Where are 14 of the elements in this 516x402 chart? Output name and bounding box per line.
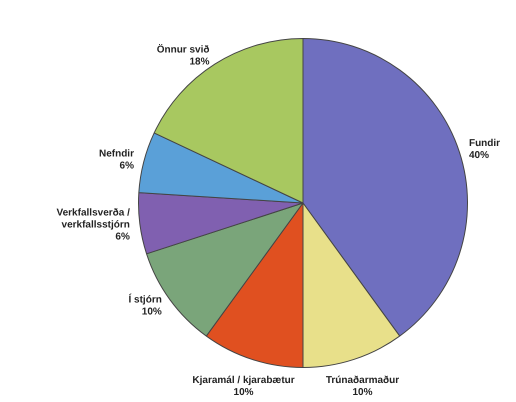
data-label: 6% xyxy=(115,232,130,243)
slice-label: Nefndir xyxy=(98,148,134,160)
data-label: 10% xyxy=(352,386,373,398)
slice-label: Í stjórn xyxy=(128,293,162,306)
slice-label: Fundir xyxy=(468,138,500,149)
data-label: 18% xyxy=(189,56,210,68)
slice-label: Kjaramál / kjarabætur xyxy=(192,374,295,386)
data-label: 40% xyxy=(468,150,490,161)
slice-label: Trúnaðarmaður xyxy=(326,374,400,386)
slice-label: Önnur svið xyxy=(156,43,210,56)
data-label: 10% xyxy=(142,306,162,318)
data-label: 6% xyxy=(120,160,134,172)
data-label: 10% xyxy=(234,386,254,398)
slice-label: Verkfallsverða / verkfallsstjórn xyxy=(56,208,130,231)
